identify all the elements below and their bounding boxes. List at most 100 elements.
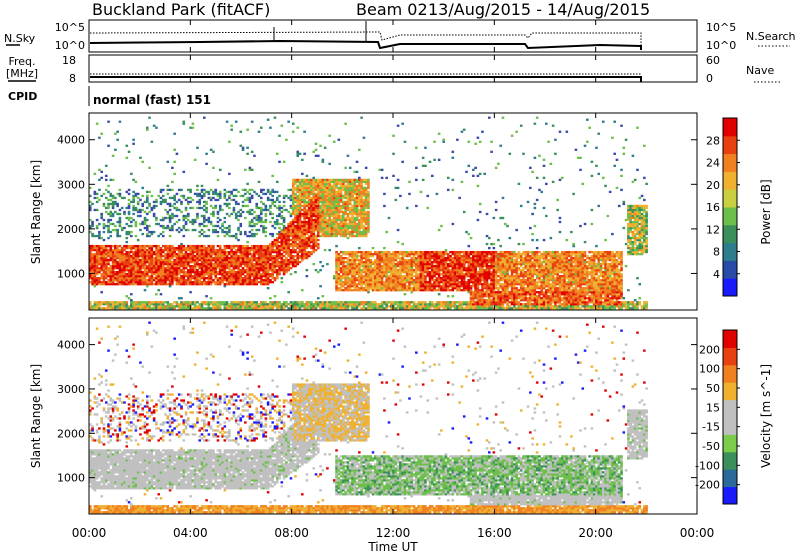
power-cell	[230, 305, 233, 307]
power-cell	[242, 279, 245, 281]
power-cell	[210, 261, 213, 263]
power-cell	[271, 257, 274, 259]
power-cell	[98, 279, 101, 281]
nave-label: Nave	[746, 64, 774, 77]
power-cell	[226, 213, 229, 215]
power-cell	[390, 265, 393, 267]
power-cell	[267, 209, 270, 211]
power-cell	[294, 227, 297, 229]
power-cell	[367, 181, 370, 183]
power-cell	[173, 195, 176, 197]
power-cell	[333, 197, 336, 199]
power-cell	[365, 283, 368, 285]
power-cell	[260, 259, 263, 261]
power-cell	[189, 245, 192, 247]
power-cell	[342, 233, 345, 235]
power-cell	[335, 181, 338, 183]
power-cell	[379, 253, 382, 255]
power-cell	[242, 211, 245, 213]
power-cell	[203, 249, 206, 251]
power-cell	[422, 289, 425, 291]
power-cell	[192, 269, 195, 271]
power-cell	[119, 263, 122, 265]
power-cell	[103, 303, 106, 305]
noise-panel: N.Sky 10^5 10^0 10^5 10^0 N.Search	[4, 20, 796, 52]
power-cell	[367, 223, 370, 225]
power-cell	[226, 281, 229, 283]
power-cell	[203, 275, 206, 277]
power-cell	[187, 263, 190, 265]
power-cell	[103, 259, 106, 261]
power-cell	[98, 223, 101, 225]
power-cell	[397, 307, 400, 309]
power-cell	[326, 205, 329, 207]
power-cell	[296, 227, 299, 229]
power-cell	[417, 277, 420, 279]
power-cell	[196, 213, 199, 215]
power-cell	[121, 261, 124, 263]
power-cell	[144, 273, 147, 275]
power-cell	[169, 271, 172, 273]
power-cell	[269, 265, 272, 267]
power-cell	[212, 269, 215, 271]
power-cell	[130, 299, 133, 301]
power-cell	[383, 247, 386, 249]
power-cell	[422, 279, 425, 281]
power-cell	[96, 255, 99, 257]
power-cell	[180, 253, 183, 255]
power-cell	[116, 235, 119, 237]
power-cell	[426, 195, 429, 197]
power-cell	[351, 285, 354, 287]
power-cell	[367, 287, 370, 289]
power-cell	[426, 287, 429, 289]
power-cell	[187, 257, 190, 259]
power-cell	[379, 285, 382, 287]
power-cell	[399, 281, 402, 283]
power-cell	[244, 257, 247, 259]
power-cell	[210, 257, 213, 259]
power-cell	[173, 199, 176, 201]
power-cell	[296, 151, 299, 153]
power-cell	[253, 281, 256, 283]
power-cell	[376, 275, 379, 277]
power-cell	[290, 215, 293, 217]
power-cell	[239, 271, 242, 273]
power-cell	[410, 289, 413, 291]
power-cell	[303, 221, 306, 223]
power-cell	[429, 255, 432, 257]
power-cell	[144, 279, 147, 281]
power-cell	[203, 231, 206, 233]
power-cell	[399, 271, 402, 273]
power-cell	[303, 229, 306, 231]
power-cell	[420, 285, 423, 287]
power-cell	[365, 221, 368, 223]
power-cell	[349, 233, 352, 235]
power-cell	[123, 261, 126, 263]
power-cell	[235, 305, 238, 307]
power-cell	[217, 265, 220, 267]
power-cell	[107, 121, 110, 123]
power-cell	[299, 183, 302, 185]
power-cell	[201, 275, 204, 277]
power-cell	[376, 279, 379, 281]
power-cell	[224, 251, 227, 253]
power-cell	[360, 273, 363, 275]
power-cell	[192, 259, 195, 261]
power-cell	[287, 233, 290, 235]
power-cell	[422, 251, 425, 253]
power-cell	[203, 245, 206, 247]
power-cell	[205, 211, 208, 213]
power-cell	[269, 269, 272, 271]
power-cell	[116, 303, 119, 305]
power-cell	[246, 275, 249, 277]
power-cell	[187, 277, 190, 279]
power-cell	[401, 285, 404, 287]
power-cell	[349, 209, 352, 211]
power-cell	[128, 253, 131, 255]
power-cell	[212, 257, 215, 259]
power-cell	[312, 231, 315, 233]
power-cell	[408, 303, 411, 305]
power-cell	[187, 229, 190, 231]
power-cell	[338, 269, 341, 271]
power-cell	[317, 305, 320, 307]
